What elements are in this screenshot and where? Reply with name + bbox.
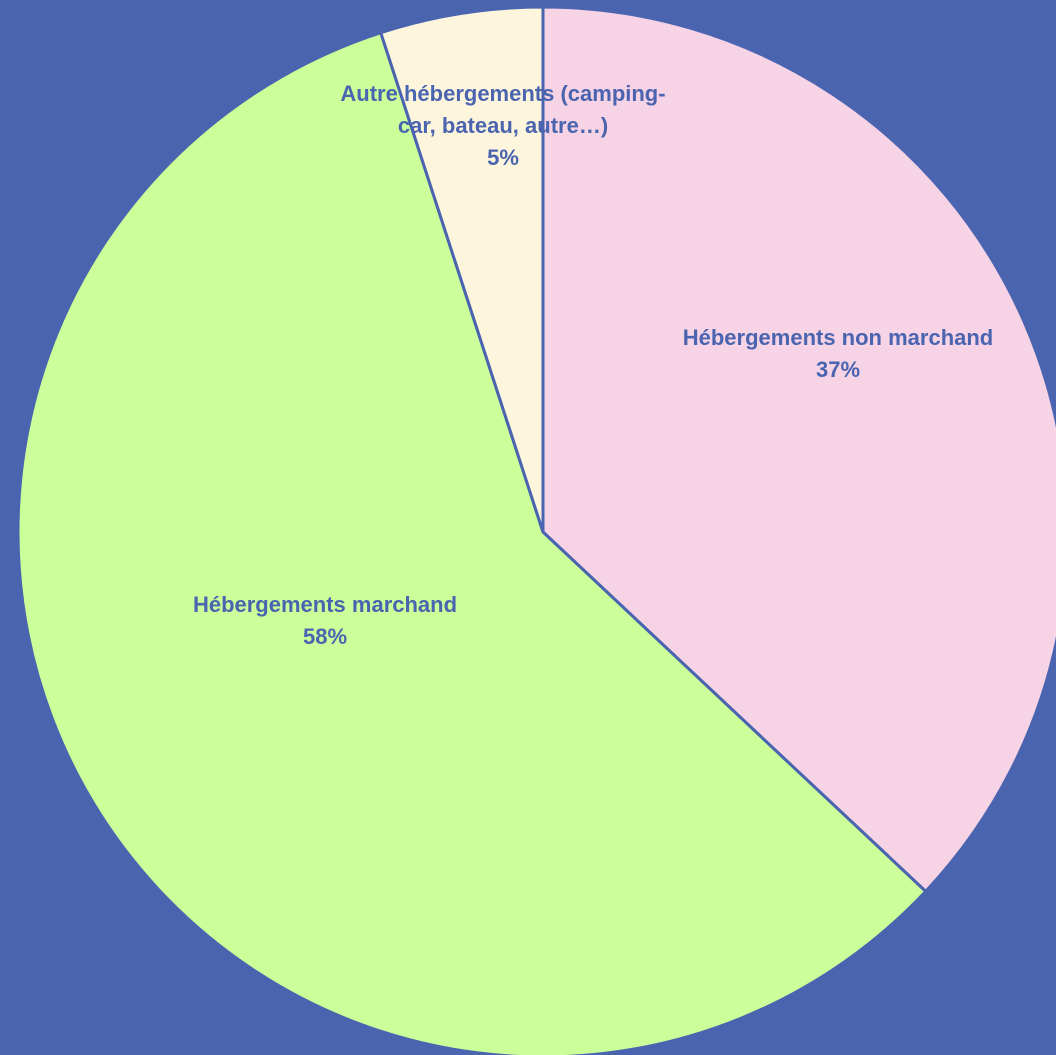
slice-label: Autre hébergements (camping-car, bateau,… <box>340 81 666 138</box>
pie-slice <box>378 5 545 533</box>
pie-slice <box>16 30 928 1055</box>
slice-value-label: 5% <box>487 145 519 170</box>
slice-label: Hébergements non marchand <box>682 325 994 350</box>
pie-slice <box>541 5 1056 894</box>
slice-label: Hébergements marchand <box>192 592 458 617</box>
slice-value-label: 58% <box>302 624 348 649</box>
slice-value-label: 37% <box>815 357 861 382</box>
